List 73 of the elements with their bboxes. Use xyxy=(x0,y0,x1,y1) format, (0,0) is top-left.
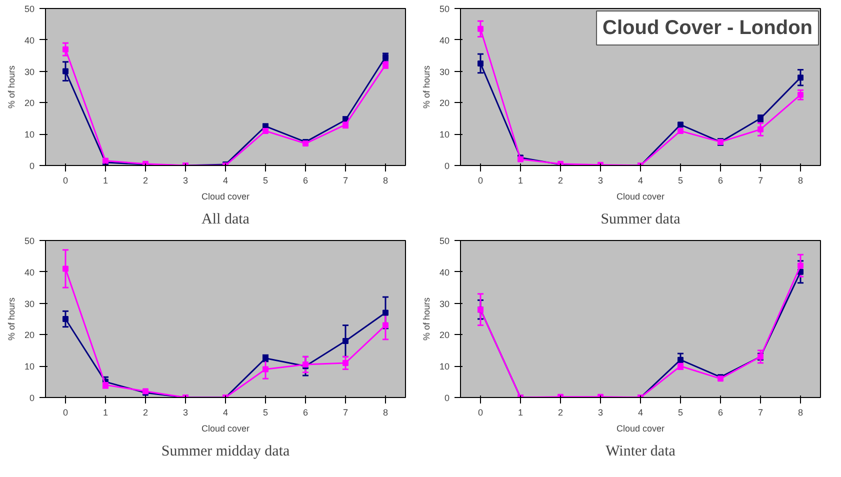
x-tick-label: 2 xyxy=(142,408,148,418)
y-tick-label: 50 xyxy=(24,236,35,246)
x-tick-label: 1 xyxy=(518,176,524,186)
y-tick-label: 20 xyxy=(439,330,450,340)
x-tick-label: 7 xyxy=(758,176,764,186)
y-tick-label: 10 xyxy=(439,130,450,140)
y-tick-label: 40 xyxy=(439,35,450,46)
y-tick-label: 10 xyxy=(24,362,35,372)
y-tick-label: 30 xyxy=(24,298,35,309)
x-tick-label: 4 xyxy=(222,408,228,418)
x-tick-label: 0 xyxy=(478,408,484,418)
x-tick-label: 6 xyxy=(718,408,724,418)
y-tick-label: 50 xyxy=(439,4,450,14)
x-tick-label: 5 xyxy=(678,408,684,418)
y-tick-label: 0 xyxy=(29,393,35,403)
x-axis-title: Cloud cover xyxy=(201,192,250,202)
x-tick-label: 1 xyxy=(102,408,108,418)
text: Summer data xyxy=(600,212,681,228)
y-tick-label: 20 xyxy=(439,98,450,108)
x-tick-label: 6 xyxy=(302,408,308,418)
x-tick-label: 4 xyxy=(638,176,644,186)
x-tick-label: 6 xyxy=(302,176,308,186)
x-tick-label: 5 xyxy=(262,176,268,186)
y-tick-label: 50 xyxy=(439,236,450,246)
y-axis-title: % of hours xyxy=(6,64,16,109)
x-tick-label: 0 xyxy=(478,176,484,186)
x-tick-label: 3 xyxy=(598,408,604,418)
y-axis-title: % of hours xyxy=(421,296,432,341)
x-tick-label: 2 xyxy=(142,176,148,186)
y-tick-label: 0 xyxy=(444,393,450,403)
text: All data xyxy=(202,212,250,228)
x-tick-label: 1 xyxy=(518,408,524,418)
x-tick-label: 6 xyxy=(718,176,724,186)
x-axis-title: Cloud cover xyxy=(201,424,250,434)
x-tick-label: 7 xyxy=(342,408,348,418)
x-tick-label: 4 xyxy=(638,408,644,418)
y-tick-label: 30 xyxy=(439,298,450,309)
y-tick-label: 20 xyxy=(24,98,35,108)
x-tick-label: 3 xyxy=(598,176,604,186)
x-tick-label: 8 xyxy=(382,408,388,418)
y-tick-label: 40 xyxy=(439,267,450,278)
annotation: Cloud Cover - London xyxy=(602,17,813,40)
x-tick-label: 5 xyxy=(678,176,684,186)
y-tick-label: 10 xyxy=(439,362,450,372)
y-tick-label: 30 xyxy=(24,66,35,77)
y-tick-label: 40 xyxy=(24,267,35,278)
y-tick-label: 0 xyxy=(444,161,450,171)
x-axis-title: Cloud cover xyxy=(616,192,665,202)
x-tick-label: 2 xyxy=(558,176,564,186)
x-tick-label: 1 xyxy=(102,176,108,186)
text: Winter data xyxy=(606,444,676,460)
y-tick-label: 20 xyxy=(24,330,35,340)
y-axis-title: % of hours xyxy=(421,64,432,109)
x-tick-label: 2 xyxy=(558,408,564,418)
x-tick-label: 5 xyxy=(262,408,268,418)
x-tick-label: 8 xyxy=(382,176,388,186)
x-tick-label: 7 xyxy=(758,408,764,418)
x-tick-label: 0 xyxy=(62,408,68,418)
x-tick-label: 7 xyxy=(342,176,348,186)
x-tick-label: 4 xyxy=(222,176,228,186)
text: Summer midday data xyxy=(161,444,290,460)
x-tick-label: 0 xyxy=(62,176,68,186)
y-axis-title: % of hours xyxy=(6,296,16,341)
x-axis-title: Cloud cover xyxy=(616,424,665,434)
y-tick-label: 30 xyxy=(439,66,450,77)
x-tick-label: 3 xyxy=(182,176,188,186)
y-tick-label: 0 xyxy=(29,161,35,171)
y-tick-label: 10 xyxy=(24,130,35,140)
x-tick-label: 8 xyxy=(798,176,804,186)
y-tick-label: 50 xyxy=(24,4,35,14)
y-tick-label: 40 xyxy=(24,35,35,46)
x-tick-label: 8 xyxy=(798,408,804,418)
x-tick-label: 3 xyxy=(182,408,188,418)
